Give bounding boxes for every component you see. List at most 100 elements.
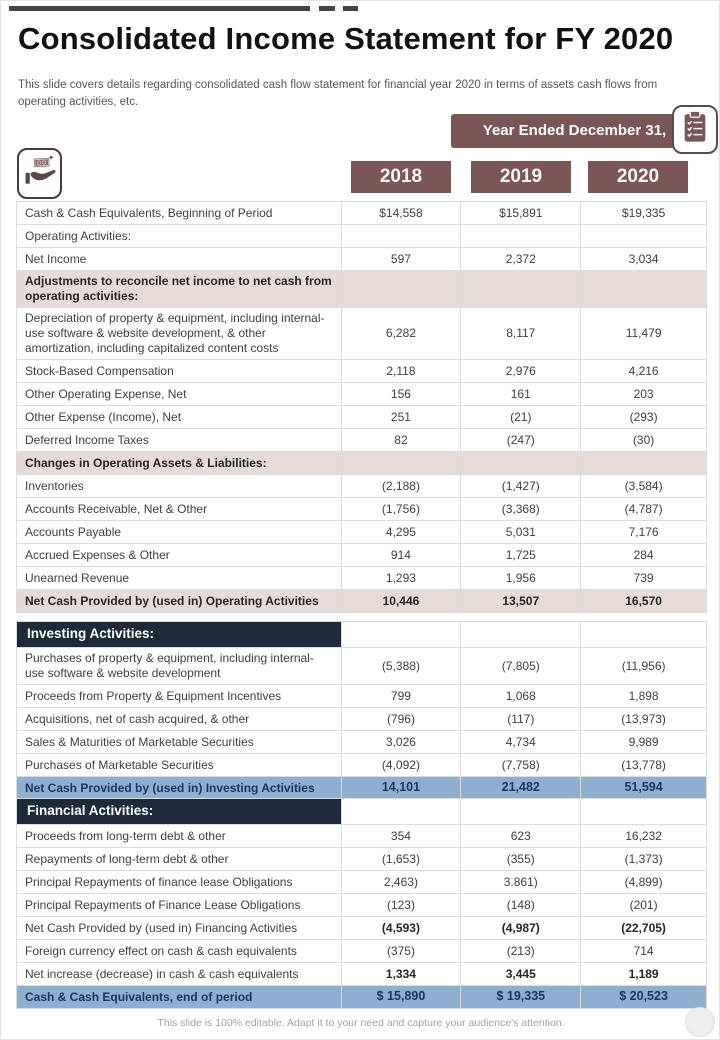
row-value-2020: 3,034 [581,248,707,271]
row-value-2019: (1,427) [461,475,582,498]
row-value-2020: 714 [581,940,707,963]
row-label: Net Cash Provided by (used in) Investing… [17,777,342,800]
table-row: Cash & Cash Equivalents, Beginning of Pe… [17,202,707,225]
table-row: Other Expense (Income), Net 251 (21) (29… [17,406,707,429]
row-value-2018: 2,118 [341,360,462,383]
row-value-2018: (1,653) [341,848,462,871]
row-value-2019: 4,734 [461,731,582,754]
row-value-2019: 1,068 [461,685,582,708]
row-value-2019 [461,271,582,308]
row-value-2019 [461,799,582,825]
row-value-2020: (13,778) [581,754,707,777]
row-value-2018: (796) [341,708,462,731]
row-value-2020: 16,232 [581,825,707,848]
row-value-2018: (123) [341,894,462,917]
row-label: Financial Activities: [17,799,342,825]
column-header-2020: 2020 [588,161,688,193]
row-label: Accrued Expenses & Other [17,544,342,567]
row-value-2019: 2,372 [461,248,582,271]
row-value-2018: (4,092) [341,754,462,777]
row-value-2018: (375) [341,940,462,963]
row-label: Acquisitions, net of cash acquired, & ot… [17,708,342,731]
row-value-2019: 2,976 [461,360,582,383]
table-row: Adjustments to reconcile net income to n… [17,271,707,308]
row-value-2019 [461,452,582,475]
row-value-2018 [341,271,462,308]
row-label: Principal Repayments of finance lease Ob… [17,871,342,894]
top-accent-dash [343,6,358,11]
row-value-2019: 21,482 [461,777,582,800]
year-ended-banner: Year Ended December 31, [451,114,698,148]
row-label: Net Income [17,248,342,271]
table-row: Deferred Income Taxes 82 (247) (30) [17,429,707,452]
table-row: Net Cash Provided by (used in) Financing… [17,917,707,940]
row-value-2020: 284 [581,544,707,567]
row-value-2020 [581,225,707,248]
table-row: Purchases of property & equipment, inclu… [17,648,707,685]
row-value-2018: 354 [341,825,462,848]
table-row: Net increase (decrease) in cash & cash e… [17,963,707,986]
row-value-2018: $14,558 [341,202,462,225]
row-value-2020: 7,176 [581,521,707,544]
column-header-2018: 2018 [351,161,451,193]
row-value-2020: (11,956) [581,648,707,685]
row-label: Inventories [17,475,342,498]
footer-note: This slide is 100% editable. Adapt it to… [157,1017,565,1029]
row-value-2020: (30) [581,429,707,452]
row-label: Net increase (decrease) in cash & cash e… [17,963,342,986]
table-row: Accrued Expenses & Other 914 1,725 284 [17,544,707,567]
hand-cash-icon-box [17,148,62,199]
page-subtitle: This slide covers details regarding cons… [18,79,658,109]
row-value-2018 [341,799,462,825]
row-value-2020: $ 20,523 [581,986,707,1009]
row-value-2020: (4,787) [581,498,707,521]
row-value-2018: 914 [341,544,462,567]
row-value-2019: (148) [461,894,582,917]
row-value-2019: 1,725 [461,544,582,567]
table-row: Unearned Revenue 1,293 1,956 739 [17,567,707,590]
row-label: Sales & Maturities of Marketable Securit… [17,731,342,754]
row-label: Accounts Payable [17,521,342,544]
row-value-2018 [341,225,462,248]
row-value-2020: (1,373) [581,848,707,871]
row-value-2019: (355) [461,848,582,871]
row-value-2018: 597 [341,248,462,271]
table-row: Financial Activities: [17,799,707,825]
row-value-2018: 82 [341,429,462,452]
row-label: Purchases of property & equipment, inclu… [17,648,342,685]
row-value-2018: 1,334 [341,963,462,986]
operating-activities-table: Cash & Cash Equivalents, Beginning of Pe… [16,201,707,613]
row-value-2019: (213) [461,940,582,963]
table-row: Net Cash Provided by (used in) Investing… [17,777,707,800]
table-row: Proceeds from long-term debt & other 354… [17,825,707,848]
row-value-2020 [581,799,707,825]
row-value-2019: 161 [461,383,582,406]
table-row: Accounts Payable 4,295 5,031 7,176 [17,521,707,544]
row-value-2019: (21) [461,406,582,429]
row-value-2018 [341,452,462,475]
row-value-2018 [341,622,462,648]
row-value-2020: (4,899) [581,871,707,894]
footer-circle-decoration [685,1007,715,1037]
page-title: Consolidated Income Statement for FY 202… [18,21,674,56]
investing-activities-table: Investing Activities: Purchases of prope… [16,621,707,800]
hand-holding-cash-icon [23,152,57,195]
row-value-2018: (5,388) [341,648,462,685]
row-label: Net Cash Provided by (used in) Operating… [17,590,342,613]
table-row: Proceeds from Property & Equipment Incen… [17,685,707,708]
row-value-2018: $ 15,890 [341,986,462,1009]
table-row: Operating Activities: [17,225,707,248]
row-label: Stock-Based Compensation [17,360,342,383]
clipboard-icon-box [672,105,718,154]
table-row: Other Operating Expense, Net 156 161 203 [17,383,707,406]
row-value-2018: 156 [341,383,462,406]
table-row: Changes in Operating Assets & Liabilitie… [17,452,707,475]
row-value-2018: 2,463) [341,871,462,894]
row-value-2019: 13,507 [461,590,582,613]
table-row: Foreign currency effect on cash & cash e… [17,940,707,963]
row-value-2019: 3.861) [461,871,582,894]
row-value-2019: (3,368) [461,498,582,521]
row-value-2019: 1,956 [461,567,582,590]
row-label: Net Cash Provided by (used in) Financing… [17,917,342,940]
row-value-2020 [581,622,707,648]
